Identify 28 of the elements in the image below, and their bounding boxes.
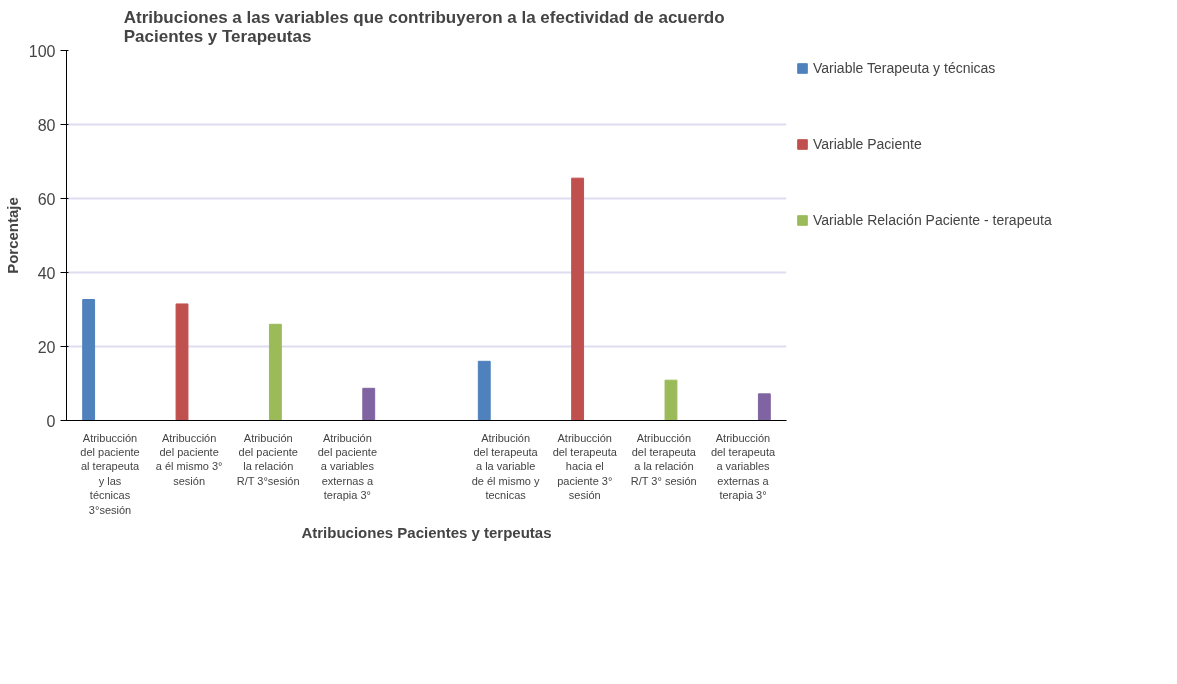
legend-label: Variable Paciente [813,136,922,152]
y-tick-label: 40 [37,264,56,282]
x-tick-label: Atribucción del paciente al terapeuta y las técnicas 3°sesión [80,431,140,516]
bar [477,360,491,421]
x-tick-label: Atribución del paciente la relación R/T 3°sesión [236,431,300,487]
bar [571,177,585,421]
x-tick-label: Atribución del paciente a variables externas a terapia 3° [317,431,378,502]
x-tick-label: Atribucción del terapeuta a la relación R/T 3° sesión [630,431,697,487]
bar [362,387,376,421]
bar [175,303,189,421]
legend-label: Variable Terapeuta y técnicas [813,60,996,76]
y-tick-label: 0 [46,412,56,430]
x-tick-label: Atribucción del terapeuta a variables externas a terapia 3° [710,431,776,502]
y-tick-label: 100 [28,42,56,60]
x-tick-label: Atribucción del terapeuta hacia el paciente 3° sesión [552,431,618,502]
bar [82,299,96,421]
x-tick-label: Atribucción del paciente a él mismo 3° sesión [155,431,223,487]
x-tick-label: Atribución del terapeuta a la variable de él mismo y tecnicas [471,431,541,502]
y-tick-label: 80 [37,116,56,134]
chart-title: Atribuciones a las variables que contribuyeron a la efectividad de acuerdo Pacientes y Terapeutas [123,7,725,46]
y-tick-label: 20 [37,338,56,356]
x-axis-title: Atribuciones Pacientes y terpeutas [301,523,552,541]
y-axis-title: Porcentaje [3,197,21,274]
bar [268,323,282,421]
y-tick-label: 60 [37,190,56,208]
bar [664,379,678,421]
legend-label: Variable Relación Paciente - terapeuta [813,212,1052,228]
bar [757,393,771,421]
